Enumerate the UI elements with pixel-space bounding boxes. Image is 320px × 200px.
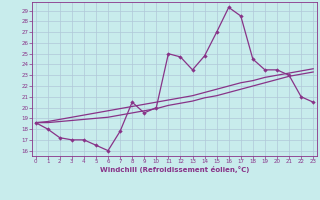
X-axis label: Windchill (Refroidissement éolien,°C): Windchill (Refroidissement éolien,°C) xyxy=(100,166,249,173)
